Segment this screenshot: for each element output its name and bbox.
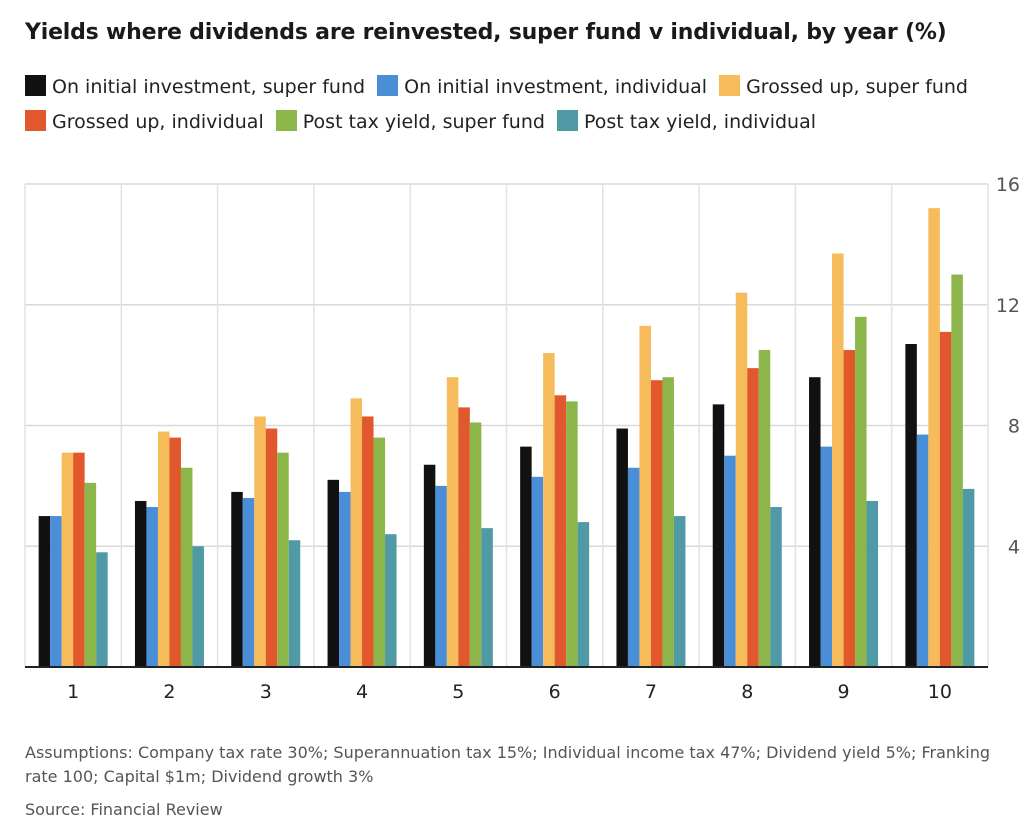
y-tick-label: 12 [996,295,1020,317]
bar [939,331,952,667]
bar [758,350,771,667]
bar [192,546,204,667]
legend-swatch [25,110,46,131]
bar [928,208,940,667]
legend-label: On initial investment, super fund [52,76,366,98]
x-tick-label: 1 [67,681,79,703]
x-tick-label: 9 [838,681,850,703]
x-tick-label: 4 [356,681,368,703]
bar [362,416,374,667]
bar [265,428,278,667]
legend-label: Grossed up, super fund [746,76,968,98]
bar [50,516,62,667]
legend-swatch [719,75,741,96]
source-note: Source: Financial Review [25,800,223,819]
y-tick-label: 4 [1008,536,1020,558]
bar [146,507,158,667]
bar [469,422,482,667]
x-tick-label: 5 [452,681,464,703]
bar [855,316,867,667]
bar [531,476,544,667]
bar [962,488,975,667]
bar [288,540,301,667]
bar [735,292,748,667]
bar [169,437,181,667]
bar [385,534,397,667]
legend-label: On initial investment, individual [404,76,708,98]
chart-title: Yields where dividends are reinvested, s… [25,20,947,45]
legend-swatch [377,75,399,96]
bar [96,552,108,667]
bar [520,446,532,667]
x-tick-label: 8 [741,681,753,703]
bar [277,452,289,667]
bar [61,452,74,667]
bar [339,491,351,667]
legend-item-super-grossed: Grossed up, super fund [719,75,968,98]
legend-item-individual-initial: On initial investment, individual [377,75,708,98]
bar [905,343,917,667]
bar [84,482,97,667]
x-tick-label: 10 [928,681,952,703]
y-tick-label: 8 [1008,416,1020,438]
bar [916,434,929,667]
bar [435,485,447,667]
legend-swatch [25,75,46,96]
bar [327,479,340,667]
legend-item-super-initial: On initial investment, super fund [25,75,366,98]
bar [832,253,844,667]
bar [180,467,193,667]
legend-label: Grossed up, individual [52,111,264,133]
bar [627,467,640,667]
bar [254,416,266,667]
legend-label: Post tax yield, individual [584,111,817,133]
bar [616,428,628,667]
assumptions-note: Assumptions: Company tax rate 30%; Super… [25,743,991,786]
legend-item-super-posttax: Post tax yield, super fund [275,110,545,133]
bar [157,431,170,667]
bar [566,401,578,667]
x-tick-label: 7 [645,681,657,703]
bar [134,500,147,667]
legend-label: Post tax yield, super fund [302,111,545,133]
bar [577,522,590,667]
bar [231,491,243,667]
bar [639,325,651,667]
bar [543,353,555,667]
legend-item-individual-grossed: Grossed up, individual [25,110,264,133]
bar [423,464,436,667]
y-tick-label: 16 [996,174,1020,196]
legend-item-individual-posttax: Post tax yield, individual [557,110,817,133]
bar [770,507,782,667]
bar [673,516,686,667]
x-tick-label: 2 [163,681,175,703]
bar [866,500,879,667]
legend-swatch [557,110,578,131]
bar [712,404,725,667]
bar [662,377,674,667]
bar [650,380,663,667]
bar [446,377,459,667]
legend-swatch [275,110,297,131]
bar [481,528,493,667]
x-tick-label: 3 [260,681,272,703]
bar [951,274,963,667]
bar [242,497,255,667]
bar [73,452,85,667]
bar [724,455,736,667]
bar [38,516,51,667]
bar [747,368,759,667]
legend: On initial investment, super fund On ini… [25,70,1005,140]
bar [843,350,856,667]
bar [554,395,567,667]
bar [458,407,470,667]
bar [820,446,833,667]
x-tick-label: 6 [549,681,561,703]
bar [809,377,821,667]
bar [350,398,363,667]
bar [373,437,386,667]
